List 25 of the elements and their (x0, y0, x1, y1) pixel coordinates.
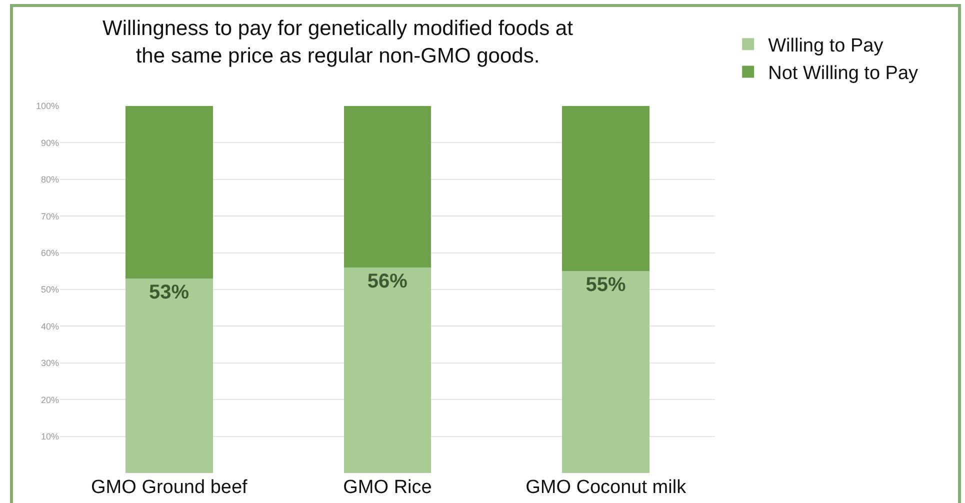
x-tick-label: GMO Ground beef (91, 477, 248, 498)
data-label: 55% (586, 274, 626, 296)
bar (344, 106, 432, 268)
bar (562, 106, 650, 272)
y-tick-label: 80% (40, 174, 59, 185)
y-tick-label: 10% (40, 431, 59, 442)
bar (126, 278, 213, 473)
y-tick-label: 20% (40, 394, 59, 405)
x-tick-label: GMO Coconut milk (526, 477, 687, 498)
y-tick-label: 30% (40, 358, 59, 368)
y-tick-label: 50% (40, 284, 59, 295)
bar (562, 271, 650, 473)
y-tick-label: 40% (40, 321, 59, 332)
legend-label: Willing to Pay (768, 36, 884, 57)
data-label: 53% (149, 281, 190, 304)
data-label: 56% (367, 270, 408, 292)
y-tick-label: 90% (40, 138, 59, 148)
x-tick-label: GMO Rice (343, 477, 432, 498)
bar (126, 106, 213, 278)
y-tick-label: 70% (40, 211, 59, 222)
bar (344, 267, 432, 473)
chart-title: Willingness to pay for genetically modified foods at the same price as regular non-GMO goods. (102, 17, 574, 68)
y-tick-label: 100% (36, 101, 59, 112)
y-tick-label: 60% (40, 248, 59, 258)
legend-label: Not Willing to Pay (768, 63, 919, 84)
